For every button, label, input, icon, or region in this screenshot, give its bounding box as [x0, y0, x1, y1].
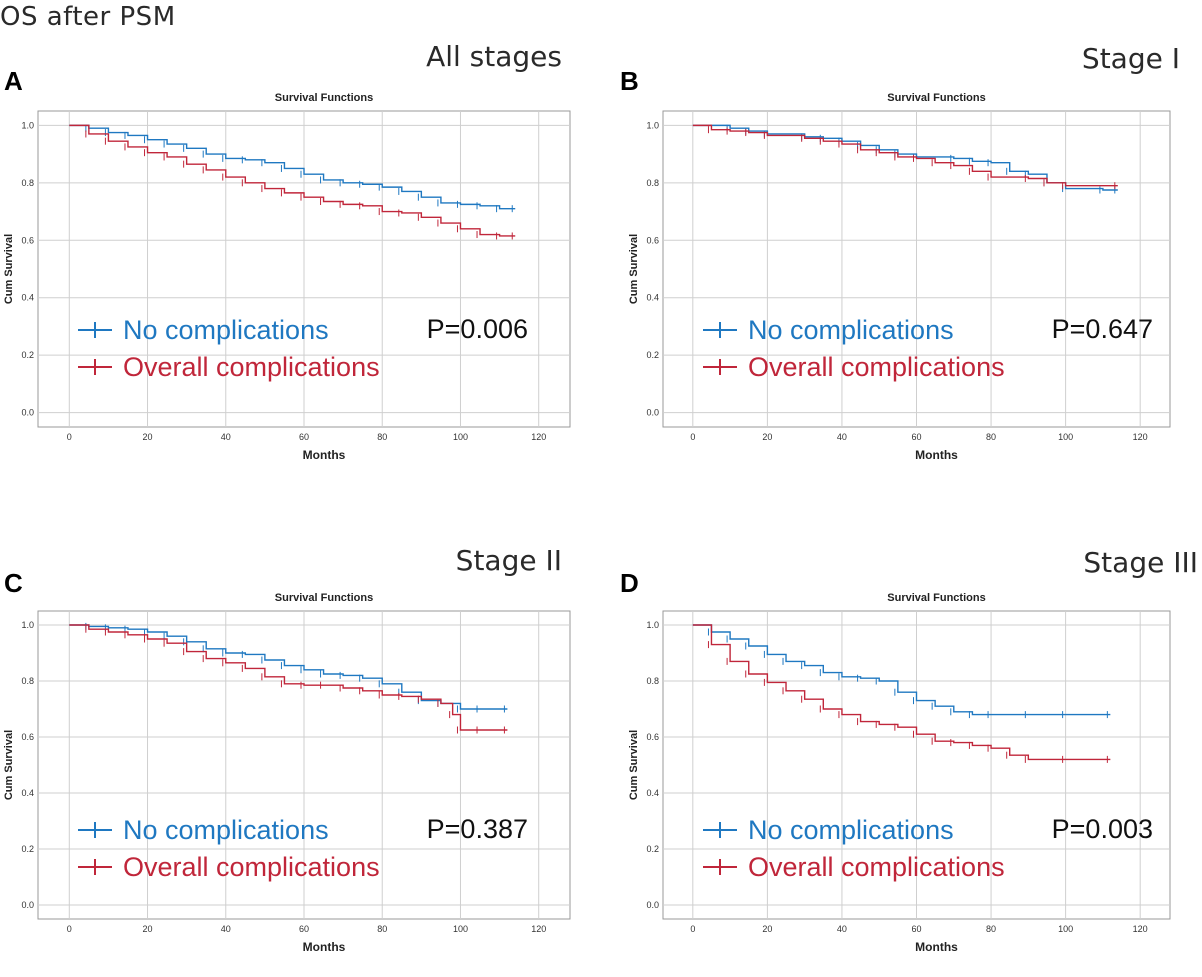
y-tick-label: 0.6	[646, 235, 659, 245]
x-tick-label: 60	[911, 924, 921, 934]
x-tick-label: 20	[762, 924, 772, 934]
x-tick-label: 120	[1133, 924, 1148, 934]
panel-letter-a: A	[4, 66, 23, 96]
legend-overall-complications-label: Overall complications	[748, 352, 1005, 382]
x-axis-label: Months	[303, 940, 346, 954]
p-value: P=0.387	[427, 814, 528, 844]
x-tick-label: 40	[221, 432, 231, 442]
p-value: P=0.003	[1052, 814, 1153, 844]
x-tick-label: 120	[531, 432, 546, 442]
y-tick-label: 0.4	[21, 788, 34, 798]
y-tick-label: 0.8	[646, 178, 659, 188]
x-tick-label: 20	[143, 432, 153, 442]
y-tick-label: 0.6	[646, 732, 659, 742]
stage-label-d: Stage III	[1083, 546, 1198, 579]
p-value: P=0.006	[427, 314, 528, 344]
x-tick-label: 100	[453, 432, 468, 442]
x-tick-label: 60	[299, 924, 309, 934]
chart-title: Survival Functions	[275, 592, 373, 604]
x-axis-label: Months	[915, 448, 958, 462]
y-tick-label: 0.8	[21, 178, 34, 188]
survival-curve-no-complications	[692, 624, 1111, 716]
y-axis-label: Cum Survival	[3, 730, 15, 800]
y-tick-label: 0.8	[21, 676, 34, 686]
y-tick-label: 0.4	[21, 293, 34, 303]
legend-overall-complications-label: Overall complications	[123, 852, 380, 882]
legend-no-complications-label: No complications	[748, 315, 954, 345]
y-axis-label: Cum Survival	[628, 730, 640, 800]
stage-label-b: Stage I	[1081, 42, 1180, 75]
x-tick-label: 80	[986, 432, 996, 442]
x-tick-label: 0	[67, 432, 72, 442]
survival-curve-overall-complications	[692, 124, 1118, 187]
y-tick-label: 0.2	[21, 350, 34, 360]
x-tick-label: 20	[143, 924, 153, 934]
x-tick-label: 0	[690, 924, 695, 934]
survival-curve-overall-complications	[69, 124, 516, 237]
x-tick-label: 60	[911, 432, 921, 442]
figure-title: OS after PSM	[0, 2, 176, 32]
x-tick-label: 0	[690, 432, 695, 442]
survival-chart-c: Survival Functions 0 20 40 60 80 100 120 0.0 0.2 0…	[3, 592, 571, 954]
stage-label-c: Stage II	[455, 544, 562, 577]
p-value: P=0.647	[1052, 314, 1153, 344]
y-tick-label: 0.0	[21, 900, 34, 910]
x-tick-label: 120	[531, 924, 546, 934]
y-tick-label: 0.8	[646, 676, 659, 686]
chart-title: Survival Functions	[887, 592, 985, 604]
panel-letter-d: D	[620, 568, 639, 598]
y-tick-label: 0.2	[646, 844, 659, 854]
chart-title: Survival Functions	[887, 92, 985, 104]
legend-overall-complications-label: Overall complications	[123, 352, 380, 382]
y-axis-label: Cum Survival	[628, 234, 640, 304]
x-axis-label: Months	[303, 448, 346, 462]
panel-letter-b: B	[620, 66, 639, 96]
y-tick-label: 0.2	[21, 844, 34, 854]
x-tick-label: 80	[986, 924, 996, 934]
y-tick-label: 0.6	[21, 235, 34, 245]
stage-label-a: All stages	[426, 40, 562, 73]
x-tick-label: 80	[377, 924, 387, 934]
x-tick-label: 40	[221, 924, 231, 934]
survival-curve-overall-complications	[69, 624, 508, 731]
x-tick-label: 20	[762, 432, 772, 442]
legend-overall-complications-label: Overall complications	[748, 852, 1005, 882]
y-tick-label: 0.4	[646, 788, 659, 798]
y-tick-label: 1.0	[646, 120, 659, 130]
x-tick-label: 100	[1058, 924, 1073, 934]
y-tick-label: 1.0	[21, 620, 34, 630]
survival-chart-d: Survival Functions 0 20 40 60 80 100 120 0.0 0.2 0…	[628, 592, 1171, 954]
survival-chart-b: Survival Functions 0 20 40 60 80 100 120 0.0 0.2 0…	[628, 92, 1171, 462]
x-tick-label: 0	[67, 924, 72, 934]
x-tick-label: 100	[453, 924, 468, 934]
x-tick-label: 120	[1133, 432, 1148, 442]
survival-curve-no-complications	[69, 624, 508, 710]
y-tick-label: 0.6	[21, 732, 34, 742]
x-tick-label: 100	[1058, 432, 1073, 442]
survival-chart-a: Survival Functions 0 20 40 60 80 100 120 0.0 0.2 0…	[3, 92, 571, 462]
panel-letter-c: C	[4, 568, 23, 598]
x-tick-label: 80	[377, 432, 387, 442]
y-tick-label: 0.0	[21, 408, 34, 418]
x-axis-label: Months	[915, 940, 958, 954]
y-tick-label: 0.0	[646, 900, 659, 910]
legend-no-complications-label: No complications	[123, 815, 329, 845]
survival-curve-no-complications	[69, 124, 516, 210]
x-tick-label: 40	[837, 432, 847, 442]
legend-no-complications-label: No complications	[748, 815, 954, 845]
chart-title: Survival Functions	[275, 92, 373, 104]
y-tick-label: 1.0	[21, 120, 34, 130]
survival-curve-overall-complications	[692, 624, 1111, 761]
y-tick-label: 0.2	[646, 350, 659, 360]
x-tick-label: 60	[299, 432, 309, 442]
legend-no-complications-label: No complications	[123, 315, 329, 345]
y-axis-label: Cum Survival	[3, 234, 15, 304]
y-tick-label: 0.0	[646, 408, 659, 418]
y-tick-label: 0.4	[646, 293, 659, 303]
survival-curve-no-complications	[692, 124, 1118, 191]
x-tick-label: 40	[837, 924, 847, 934]
y-tick-label: 1.0	[646, 620, 659, 630]
